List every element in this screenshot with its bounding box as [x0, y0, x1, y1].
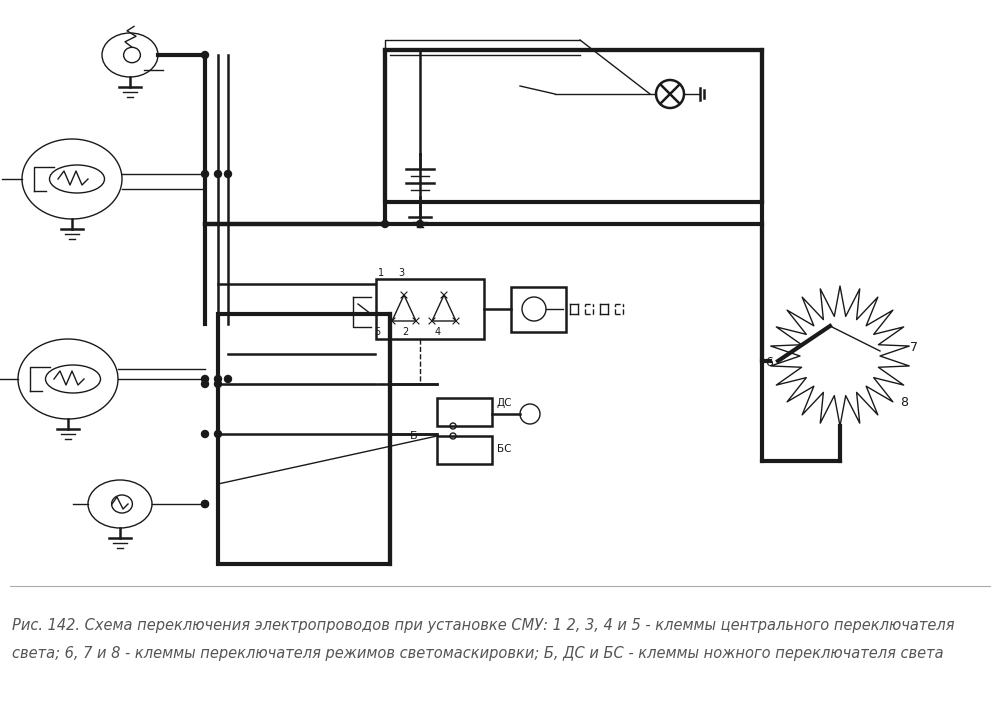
- Circle shape: [224, 171, 231, 178]
- Circle shape: [214, 171, 221, 178]
- Text: ДС: ДС: [497, 398, 512, 408]
- Text: 6: 6: [765, 356, 773, 369]
- Bar: [376, 279, 484, 339]
- Circle shape: [201, 381, 208, 388]
- Circle shape: [201, 501, 208, 508]
- Text: 4: 4: [435, 327, 441, 337]
- Circle shape: [417, 221, 424, 228]
- Text: Б: Б: [410, 431, 418, 441]
- Bar: [437, 436, 492, 464]
- Text: 5: 5: [374, 327, 380, 337]
- Circle shape: [214, 431, 221, 438]
- Circle shape: [201, 431, 208, 438]
- Circle shape: [214, 381, 221, 388]
- Bar: [218, 314, 390, 564]
- Bar: [511, 286, 566, 331]
- Circle shape: [201, 51, 208, 59]
- Circle shape: [201, 171, 208, 178]
- Text: 2: 2: [402, 327, 408, 337]
- Text: 3: 3: [398, 268, 404, 278]
- Circle shape: [382, 221, 389, 228]
- Circle shape: [224, 376, 231, 383]
- Text: света; 6, 7 и 8 - клеммы переключателя режимов светомаскировки; Б, ДС и БС - кле: света; 6, 7 и 8 - клеммы переключателя р…: [12, 646, 944, 661]
- Text: 1: 1: [378, 268, 384, 278]
- Text: 8: 8: [900, 396, 908, 409]
- Text: Рис. 142. Схема переключения электропроводов при установке СМУ: 1 2, 3, 4 и 5 - : Рис. 142. Схема переключения электропров…: [12, 618, 955, 633]
- Text: 7: 7: [910, 341, 918, 354]
- Bar: [385, 50, 762, 202]
- Text: БС: БС: [497, 444, 511, 454]
- Circle shape: [201, 501, 208, 508]
- Circle shape: [201, 376, 208, 383]
- Bar: [437, 398, 492, 426]
- Circle shape: [214, 376, 221, 383]
